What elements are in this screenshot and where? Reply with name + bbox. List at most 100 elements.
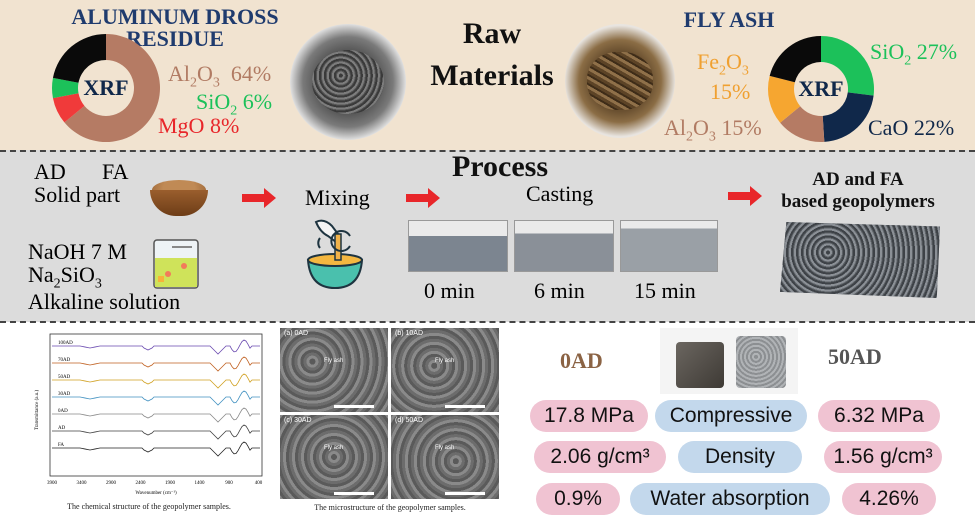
sem-panel-10AD: (b) 10AD Fly ash	[391, 328, 499, 412]
ftir-xtick: 400	[255, 481, 263, 486]
geopolymer-title-2: based geopolymers	[781, 191, 935, 212]
sem-panel-30AD: (c) 30AD Fly ash	[280, 415, 388, 499]
right-value-water-absorption: 4.26%	[842, 483, 936, 515]
ftir-ylabel: Transmittance (a.u.)	[35, 390, 40, 431]
fa-sio2-label: SiO2 27%	[870, 39, 958, 69]
right-value-compressive: 6.32 MPa	[818, 400, 940, 432]
ftir-line-AD	[52, 424, 260, 440]
divider-top	[0, 150, 975, 152]
naoh-label: NaOH 7 M	[28, 239, 127, 264]
ftir-xtick: 1400	[195, 481, 206, 486]
beaker-icon	[153, 239, 199, 289]
fa-xrf-label: XRF	[798, 76, 843, 101]
donut-slice-1	[822, 92, 874, 142]
sem-panel-note: Fly ash	[435, 445, 455, 451]
ad-mgo-label: MgO 8%	[158, 113, 240, 138]
left-value-water-absorption: 0.9%	[536, 483, 620, 515]
ftir-sample-label: FA	[58, 443, 64, 448]
sample-cubes-photo	[660, 328, 798, 394]
ftir-sample-label: 100AD	[58, 341, 73, 346]
raw-materials-title-1: Raw	[462, 17, 522, 50]
sem-panel-0AD: (a) 0AD Fly ash	[280, 328, 388, 412]
casting-label: Casting	[526, 181, 594, 206]
casting-mold-6min	[514, 220, 614, 272]
donut-slice-0	[821, 36, 874, 96]
left-value-density: 2.06 g/cm³	[534, 441, 666, 473]
ftir-xtick: 2900	[106, 481, 117, 486]
arrow-3-icon	[728, 186, 762, 206]
donut-slice-4	[769, 36, 821, 83]
right-value-density: 1.56 g/cm³	[824, 441, 942, 473]
fly-ash-xrf-donut: XRF	[768, 36, 874, 142]
ftir-line-100AD	[52, 339, 260, 355]
ftir-caption: The chemical structure of the geopolymer…	[67, 502, 231, 511]
property-compressive: Compressive	[655, 400, 807, 432]
fa-fe2o3-label: Fe2O3	[697, 49, 749, 79]
property-density: Density	[678, 441, 802, 473]
sem-caption: The microstructure of the geopolymer sam…	[314, 503, 466, 512]
sem-grid: (a) 0AD Fly ash (b) 10AD Fly ash (c) 30AD Fly…	[280, 328, 500, 500]
na2sio3-label: Na2SiO3	[28, 262, 102, 292]
divider-bottom	[0, 321, 975, 323]
sem-panel-note: Fly ash	[324, 445, 344, 451]
donut-slice-2	[52, 77, 79, 99]
ftir-xtick: 2400	[136, 481, 147, 486]
fa-fe2o3-pct: 15%	[710, 79, 751, 104]
ftir-line-50AD	[52, 373, 260, 389]
solid-ad-label: AD	[34, 159, 66, 184]
sem-panel-tag: (c) 30AD	[284, 417, 312, 424]
process-title: Process	[451, 150, 549, 183]
ftir-line-30AD	[52, 390, 260, 406]
ad-sio2-label: SiO2 6%	[196, 89, 273, 119]
geopolymer-title-1: AD and FA	[812, 169, 904, 190]
aluminum-dross-xrf-donut: XRF	[52, 34, 160, 142]
ad-xrf-label: XRF	[83, 75, 128, 100]
ad-al2o3-label: Al2O3 64%	[168, 61, 272, 91]
mixing-bowl-icon	[306, 219, 364, 290]
fly-ash-title: FLY ASH	[683, 7, 775, 32]
property-water-absorption: Water absorption	[630, 483, 830, 515]
ftir-sample-label: 70AD	[58, 358, 71, 363]
ftir-line-70AD	[52, 356, 260, 372]
sem-panel-tag: (a) 0AD	[284, 330, 309, 337]
sem-panel-note: Fly ash	[324, 358, 344, 364]
time-6min: 6 min	[534, 278, 585, 303]
solid-bowl-icon	[148, 176, 210, 220]
donut-slice-3	[52, 34, 106, 83]
time-0min: 0 min	[424, 278, 475, 303]
left-value-compressive: 17.8 MPa	[530, 400, 648, 432]
right-sample-label: 50AD	[828, 344, 882, 369]
ftir-xtick: 900	[225, 481, 233, 486]
sem-scale-bar	[334, 492, 374, 495]
ftir-xlabel: Wavenumber (cm⁻¹)	[135, 490, 177, 496]
sem-scale-bar	[445, 492, 485, 495]
arrow-1-icon	[242, 188, 276, 208]
arrow-2-icon	[406, 188, 440, 208]
sem-panel-50AD: (d) 50AD Fly ash	[391, 415, 499, 499]
sem-panel-note: Fly ash	[435, 358, 455, 364]
raw-materials-title-2: Materials	[430, 59, 554, 92]
fa-cao-label: CaO 22%	[868, 115, 955, 140]
ftir-xtick: 3400	[77, 481, 88, 486]
mixing-label: Mixing	[305, 185, 370, 210]
ftir-sample-label: 30AD	[58, 392, 71, 397]
alkaline-solution-label: Alkaline solution	[28, 289, 181, 314]
sem-scale-bar	[334, 405, 374, 408]
ftir-sample-label: 0AD	[58, 409, 68, 414]
left-sample-label: 0AD	[560, 348, 603, 373]
donut-slice-2	[780, 106, 825, 142]
ftir-line-FA	[52, 441, 260, 457]
ftir-chart: 100AD 70AD 50AD 30AD 0AD AD FA 3900 3400 2900 240…	[35, 333, 263, 496]
casting-mold-15min	[620, 220, 718, 272]
ftir-line-0AD	[52, 407, 260, 423]
geopolymer-block-photo	[780, 222, 940, 298]
fa-al2o3-label: Al2O3 15%	[664, 115, 762, 145]
ftir-sample-label: AD	[58, 426, 66, 431]
aluminum-dross-photo	[290, 24, 406, 140]
donut-slice-1	[52, 93, 85, 123]
donut-slice-3	[768, 75, 801, 123]
time-15min: 15 min	[634, 278, 696, 303]
sem-panel-tag: (d) 50AD	[395, 417, 424, 424]
ftir-xtick: 3900	[47, 481, 58, 486]
aluminum-dross-title: ALUMINUM DROSS RESIDUE	[71, 4, 279, 51]
